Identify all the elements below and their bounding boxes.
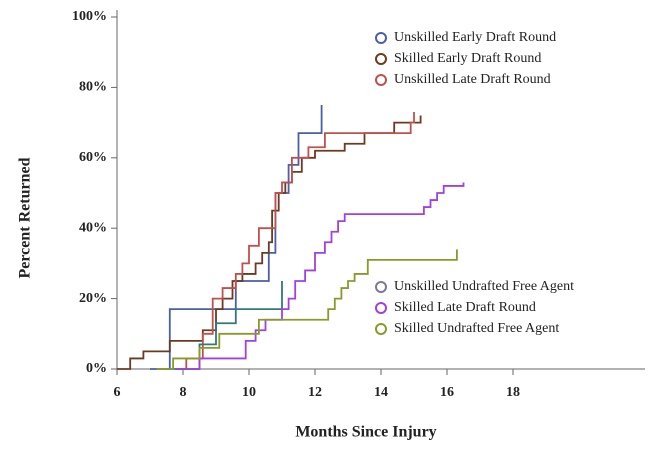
legend-marker: [375, 323, 387, 335]
x-tick-label: 6: [114, 385, 121, 400]
legend-label: Skilled Late Draft Round: [394, 300, 536, 315]
legend-label: Unskilled Late Draft Round: [394, 72, 551, 87]
legend-item: Unskilled Undrafted Free Agent: [375, 279, 574, 294]
x-tick-label: 12: [308, 385, 322, 400]
x-tick-label: 18: [506, 385, 520, 400]
y-tick-label: 40%: [79, 220, 107, 235]
legend-item: Unskilled Early Draft Round: [375, 30, 556, 45]
x-axis-label: Months Since Injury: [295, 424, 436, 441]
step-line: [156, 249, 458, 370]
legend-label: Unskilled Undrafted Free Agent: [394, 279, 574, 294]
y-axis-label: Percent Returned: [17, 157, 34, 278]
legend-marker: [375, 74, 387, 86]
legend-item: Skilled Early Draft Round: [375, 51, 541, 66]
x-tick-label: 8: [180, 385, 187, 400]
y-tick-label: 60%: [79, 150, 107, 165]
x-tick-label: 10: [242, 385, 256, 400]
x-tick-label: 16: [440, 385, 454, 400]
legend-item: Skilled Late Draft Round: [375, 300, 536, 315]
legend-marker: [375, 53, 387, 65]
step-line: [117, 115, 422, 370]
step-line: [150, 105, 323, 370]
y-tick-label: 0%: [86, 361, 107, 376]
y-tick-label: 80%: [79, 80, 107, 95]
legend-label: Unskilled Early Draft Round: [394, 30, 556, 45]
step-line: [176, 182, 465, 370]
legend-label: Skilled Early Draft Round: [394, 51, 541, 66]
legend-marker: [375, 32, 387, 44]
legend-marker: [375, 302, 387, 314]
legend-label: Skilled Undrafted Free Agent: [394, 321, 559, 336]
x-tick-label: 14: [374, 385, 388, 400]
y-tick-label: 20%: [79, 291, 107, 306]
legend-item: Unskilled Late Draft Round: [375, 72, 551, 87]
legend-item: Skilled Undrafted Free Agent: [375, 321, 559, 336]
legend-marker: [375, 281, 387, 293]
step-line: [176, 112, 415, 370]
y-tick-label: 100%: [72, 9, 107, 24]
